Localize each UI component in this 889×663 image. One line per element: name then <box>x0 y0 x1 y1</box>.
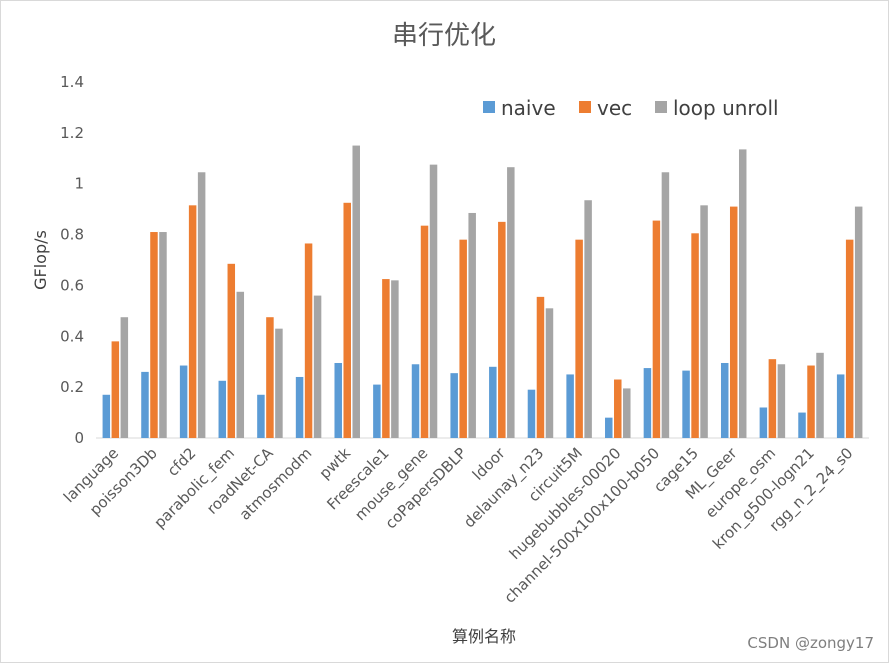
bar-loop-unroll <box>777 364 786 438</box>
bar-loop-unroll <box>661 172 670 438</box>
bars <box>102 145 863 438</box>
legend-label: loop unroll <box>673 96 779 120</box>
bar-vec <box>459 239 467 438</box>
legend-swatch-vec <box>579 101 591 113</box>
bar-naive <box>102 394 111 438</box>
bar-vec <box>382 279 390 438</box>
bar-loop-unroll <box>120 317 129 438</box>
legend-swatch-loop-unroll <box>655 101 667 113</box>
bar-vec <box>536 296 545 438</box>
bar-naive <box>179 365 188 438</box>
bar-vec <box>768 359 777 438</box>
bar-naive <box>141 371 149 438</box>
bar-loop-unroll <box>623 388 631 438</box>
bar-naive <box>411 364 420 438</box>
bar-vec <box>614 379 622 438</box>
bar-naive <box>450 373 458 438</box>
bar-loop-unroll <box>700 205 708 438</box>
bar-naive <box>218 380 227 438</box>
bar-vec <box>266 317 274 438</box>
bar-loop-unroll <box>352 145 360 438</box>
bar-vec <box>845 239 854 438</box>
bar-naive <box>527 389 536 438</box>
bar-vec <box>150 232 158 438</box>
bar-vec <box>652 220 661 438</box>
y-tick-label: 0.4 <box>60 327 84 345</box>
bar-loop-unroll <box>854 206 863 438</box>
y-tick-label: 0.8 <box>60 226 84 244</box>
bar-loop-unroll <box>313 295 322 438</box>
bar-vec <box>420 225 429 438</box>
bar-vec <box>807 365 815 438</box>
y-tick-label: 1.4 <box>60 73 84 91</box>
legend-label: vec <box>597 96 632 120</box>
bar-naive <box>373 384 381 438</box>
bar-loop-unroll <box>816 352 824 438</box>
bar-vec <box>498 221 506 438</box>
y-tick-label: 0.6 <box>60 276 84 294</box>
bar-naive <box>720 362 729 438</box>
x-axis-label: 算例名称 <box>452 627 516 646</box>
bar-naive <box>798 412 806 438</box>
bar-vec <box>304 243 313 438</box>
bar-naive <box>643 368 652 438</box>
bar-loop-unroll <box>738 149 747 438</box>
bar-loop-unroll <box>468 212 476 438</box>
bar-loop-unroll <box>197 172 206 438</box>
watermark: CSDN @zongy17 <box>747 634 874 652</box>
bar-loop-unroll <box>391 280 399 438</box>
bar-loop-unroll <box>507 167 515 438</box>
legend-swatch-naive <box>483 101 495 113</box>
bar-naive <box>759 407 768 438</box>
y-axis-label: GFlop/s <box>31 230 50 290</box>
y-tick-label: 1.2 <box>60 124 84 142</box>
bar-naive <box>489 366 497 438</box>
bar-loop-unroll <box>159 232 167 438</box>
bar-vec <box>343 202 351 438</box>
bar-naive <box>566 374 574 438</box>
bar-loop-unroll <box>584 200 592 438</box>
bar-vec <box>227 263 236 438</box>
bar-naive <box>295 376 304 438</box>
chart-title: 串行优化 <box>392 21 496 51</box>
bar-vec <box>111 341 120 438</box>
y-tick-label: 1 <box>74 175 84 193</box>
legend-label: naive <box>501 96 556 120</box>
bar-naive <box>682 370 690 438</box>
bar-naive <box>605 417 613 438</box>
bar-loop-unroll <box>429 164 438 438</box>
bar-naive <box>257 394 265 438</box>
bar-vec <box>691 233 699 438</box>
bar-naive <box>334 362 342 438</box>
bar-naive <box>836 374 845 438</box>
bar-loop-unroll <box>236 291 245 438</box>
legend: naive vec loop unroll <box>483 96 779 120</box>
y-axis-ticks: 0 0.2 0.4 0.6 0.8 1 1.2 1.4 <box>60 73 84 447</box>
bar-vec <box>575 239 583 438</box>
bar-vec <box>729 206 738 438</box>
y-tick-label: 0 <box>74 429 84 447</box>
bar-loop-unroll <box>275 328 283 438</box>
bar-vec <box>188 205 197 438</box>
bar-loop-unroll <box>545 308 554 438</box>
y-tick-label: 0.2 <box>60 378 84 396</box>
